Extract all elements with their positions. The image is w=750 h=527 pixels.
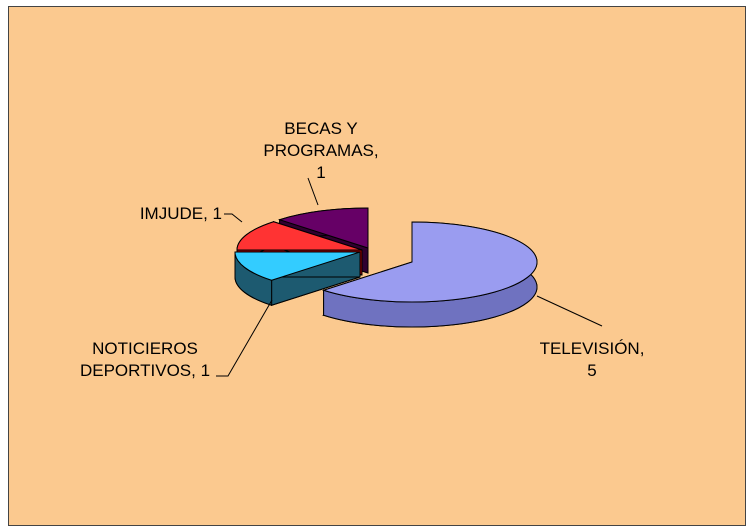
slice — [234, 251, 361, 306]
leader-line — [224, 213, 243, 223]
leader-line — [536, 295, 603, 327]
data-label: TELEVISIÓN, 5 — [539, 339, 645, 380]
data-label: IMJUDE, 1 — [139, 204, 222, 223]
slice-top — [277, 207, 369, 249]
data-label: BECAS Y PROGRAMAS, 1 — [263, 119, 379, 182]
data-label: NOTICIEROS DEPORTIVOS, 1 — [79, 339, 211, 380]
slice-top — [234, 251, 361, 281]
leader-line — [216, 299, 273, 377]
slice-top — [321, 221, 538, 303]
slice-top — [236, 221, 363, 251]
chart-area — [8, 6, 746, 526]
leader-line — [307, 177, 319, 206]
slice — [321, 221, 538, 328]
